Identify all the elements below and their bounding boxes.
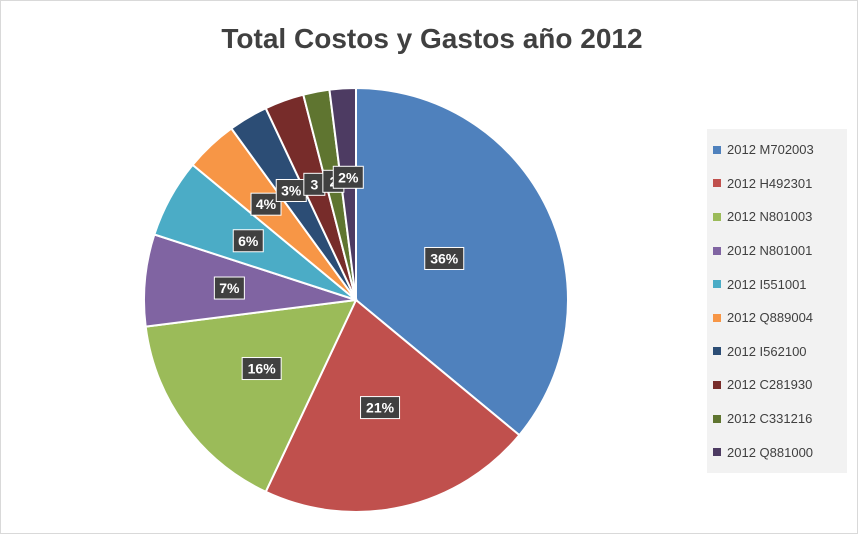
legend-label: 2012 Q889004 xyxy=(727,310,814,326)
data-label-text: 6% xyxy=(238,233,259,249)
legend-item: 2012 C281930 xyxy=(713,368,847,402)
data-label-text: 16% xyxy=(248,361,277,377)
legend-swatch xyxy=(713,414,721,423)
data-label-text: 21% xyxy=(366,400,395,416)
legend-swatch xyxy=(713,380,721,389)
legend-swatch xyxy=(713,212,721,221)
legend-item: 2012 N801001 xyxy=(713,234,847,268)
data-label-3: 16% xyxy=(241,357,282,381)
legend-item: 2012 Q881000 xyxy=(713,435,847,469)
pie-slice-10 xyxy=(328,86,357,301)
legend-item: 2012 I562100 xyxy=(713,335,847,369)
legend-label: 2012 C331216 xyxy=(727,411,813,427)
legend-swatch xyxy=(713,448,721,457)
legend-swatch xyxy=(713,313,721,322)
legend-swatch xyxy=(713,179,721,188)
legend-label: 2012 N801001 xyxy=(727,243,813,259)
legend: 2012 M702003 2012 H492301 2012 N801003 2012… xyxy=(707,129,847,473)
legend-label: 2012 C281930 xyxy=(727,377,813,393)
legend-label: 2012 H492301 xyxy=(727,175,813,191)
data-label-5: 6% xyxy=(232,229,264,253)
legend-label: 2012 N801003 xyxy=(727,209,813,225)
legend-label: 2012 I551001 xyxy=(727,276,807,292)
legend-swatch xyxy=(713,246,721,255)
data-label-10: 2% xyxy=(332,165,364,189)
chart-title: Total Costos y Gastos año 2012 xyxy=(221,23,643,54)
legend-swatch xyxy=(713,347,721,356)
legend-item: 2012 Q889004 xyxy=(713,301,847,335)
legend-label: 2012 Q881000 xyxy=(727,444,814,460)
data-label-text: 2% xyxy=(338,169,359,185)
data-label-text: 7% xyxy=(219,280,240,296)
data-label-6: 4% xyxy=(250,192,282,216)
legend-item: 2012 N801003 xyxy=(713,200,847,234)
legend-label: 2012 I562100 xyxy=(727,343,807,359)
pie-slice-3 xyxy=(144,298,358,494)
data-label-2: 21% xyxy=(360,396,401,420)
data-label-text: 3% xyxy=(281,183,302,199)
legend-item: 2012 M702003 xyxy=(713,133,847,167)
data-label-text: 3 xyxy=(310,176,318,192)
legend-swatch xyxy=(713,280,721,289)
data-label-8: 3 xyxy=(303,172,326,196)
legend-item: 2012 H492301 xyxy=(713,167,847,201)
data-label-text: 4% xyxy=(256,196,277,212)
legend-item: 2012 I551001 xyxy=(713,267,847,301)
legend-swatch xyxy=(713,145,721,154)
legend-label: 2012 M702003 xyxy=(727,142,814,158)
legend-item: 2012 C331216 xyxy=(713,402,847,436)
data-label-4: 7% xyxy=(213,276,245,300)
data-label-text: 36% xyxy=(430,250,459,266)
data-label-7: 3% xyxy=(275,179,307,203)
data-label-1: 36% xyxy=(424,246,465,270)
